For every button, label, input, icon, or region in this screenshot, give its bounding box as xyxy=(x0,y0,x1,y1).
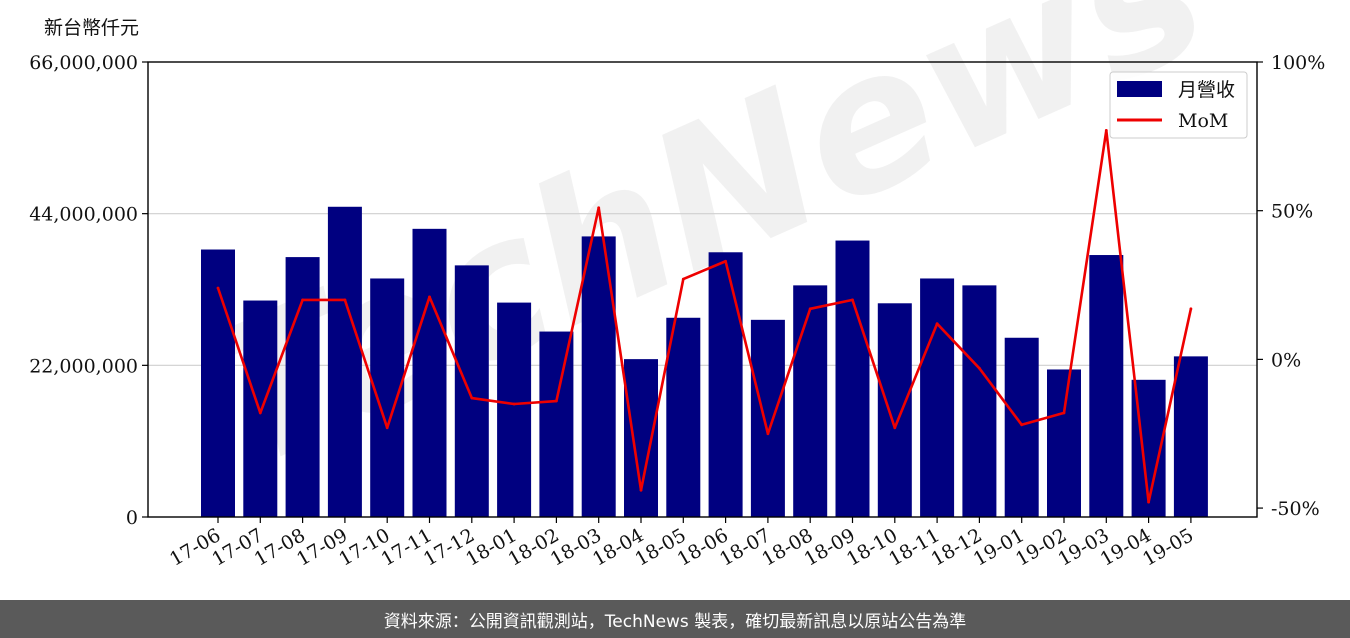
mom-point-18-02 xyxy=(555,399,558,403)
mom-point-19-05 xyxy=(1189,307,1193,311)
bar-18-07 xyxy=(750,319,785,517)
mom-point-17-07 xyxy=(258,411,262,415)
mom-point-19-02 xyxy=(1062,411,1066,415)
legend-bar-label: 月營收 xyxy=(1178,79,1235,101)
mom-point-18-12 xyxy=(978,366,981,370)
bar-17-11 xyxy=(412,228,447,518)
mom-point-18-05 xyxy=(681,277,685,281)
bar-19-05 xyxy=(1173,356,1208,517)
mom-point-17-11 xyxy=(428,295,431,299)
left-tick-label: 44,000,000 xyxy=(29,204,138,226)
mom-point-19-03 xyxy=(1104,128,1108,132)
bar-18-08 xyxy=(793,285,828,517)
bar-18-02 xyxy=(539,331,574,517)
mom-point-17-08 xyxy=(301,298,304,302)
right-axis: -50% 0% 50% 100% xyxy=(1257,52,1325,520)
legend-bar-swatch xyxy=(1117,81,1162,97)
bar-17-10 xyxy=(370,278,405,517)
mom-point-17-10 xyxy=(385,426,389,430)
legend-line-label: MoM xyxy=(1178,110,1228,132)
bar-18-04 xyxy=(624,359,658,517)
mom-point-18-06 xyxy=(724,259,727,263)
mom-point-18-01 xyxy=(512,402,516,406)
mom-point-18-07 xyxy=(766,432,770,436)
bar-18-10 xyxy=(877,303,912,517)
mom-line xyxy=(216,129,1193,504)
mom-point-18-09 xyxy=(851,298,854,302)
mom-point-18-03 xyxy=(597,206,601,210)
right-tick-label: 0% xyxy=(1271,349,1301,371)
bar-17-07 xyxy=(243,300,278,517)
bar-17-09 xyxy=(327,206,362,518)
mom-point-19-04 xyxy=(1147,500,1150,504)
left-axis: 0 22,000,000 44,000,000 66,000,000 xyxy=(29,52,148,529)
right-tick-label: -50% xyxy=(1271,498,1320,520)
bar-18-05 xyxy=(666,317,701,517)
left-tick-label: 22,000,000 xyxy=(29,355,138,377)
mom-point-18-04 xyxy=(639,488,643,492)
mom-point-18-10 xyxy=(893,426,897,430)
right-tick-label: 50% xyxy=(1271,201,1313,223)
mom-point-18-11 xyxy=(935,322,939,326)
bar-18-06 xyxy=(708,252,743,518)
bar-18-01 xyxy=(497,302,532,517)
mom-point-19-01 xyxy=(1020,423,1024,427)
bar-17-06 xyxy=(201,249,235,518)
mom-point-17-12 xyxy=(470,396,474,400)
bar-19-02 xyxy=(1047,369,1081,517)
footer-source-note: 資料來源：公開資訊觀測站，TechNews 製表，確切最新訊息以原站公告為準 xyxy=(0,600,1350,638)
bar-18-11 xyxy=(920,278,955,517)
bar-series xyxy=(201,206,1208,518)
mom-point-18-08 xyxy=(808,307,812,311)
right-tick-label: 100% xyxy=(1271,52,1325,74)
revenue-chart: TechNews 022,000,00044,000,00066,000,000… xyxy=(29,0,1325,571)
left-tick-label: 0 xyxy=(126,507,138,529)
x-axis: 17-0617-0717-0817-0917-1017-1117-1218-01… xyxy=(166,517,1197,571)
mom-point-17-06 xyxy=(216,286,220,290)
mom-line-series xyxy=(216,128,1193,504)
legend: 月營收 MoM xyxy=(1109,71,1248,139)
bar-18-12 xyxy=(962,285,997,517)
plot-frame xyxy=(147,61,1258,518)
bar-17-08 xyxy=(285,257,320,517)
bar-17-12 xyxy=(454,265,489,517)
y-axis-unit-label: 新台幣仟元 xyxy=(44,17,139,39)
bar-19-03 xyxy=(1089,255,1124,517)
bar-19-01 xyxy=(1004,337,1039,517)
left-tick-label: 66,000,000 xyxy=(29,52,138,74)
bar-18-09 xyxy=(835,240,870,517)
mom-point-17-09 xyxy=(343,298,347,302)
